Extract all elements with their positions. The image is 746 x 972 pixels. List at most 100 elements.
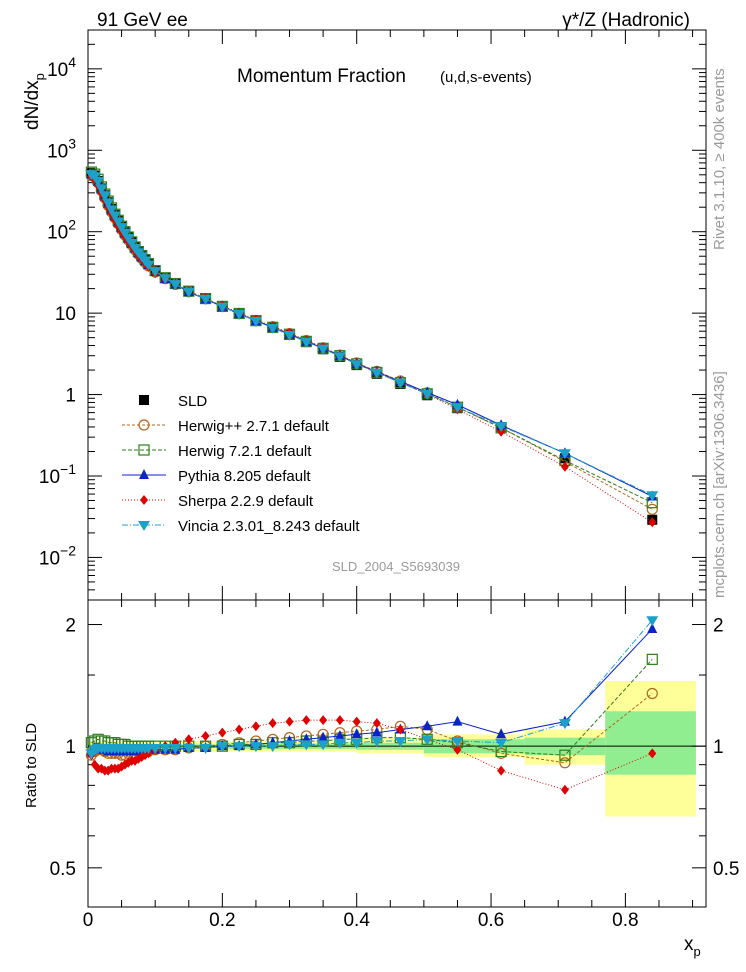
- ratio-point-vincia-2-3-01-8-243-default: [333, 738, 346, 749]
- ratio-point-vincia-2-3-01-8-243-default: [300, 740, 313, 751]
- ratio-point-sherpa-2-2-9-default: [319, 715, 328, 726]
- ratio-tick-label-right: 2: [713, 616, 724, 637]
- data-point-vincia-2-3-01-8-243-default: [102, 198, 115, 209]
- ratio-point-sherpa-2-2-9-default: [453, 744, 462, 755]
- ratio-point-sherpa-2-2-9-default: [335, 715, 344, 726]
- y-axis-label-sub: p: [32, 73, 47, 80]
- ratio-point-vincia-2-3-01-8-243-default: [317, 740, 330, 751]
- x-tick-label: 0.2: [209, 910, 235, 931]
- data-point-vincia-2-3-01-8-243-default: [558, 449, 571, 460]
- ratio-point-vincia-2-3-01-8-243-default: [646, 616, 659, 627]
- ratio-point-vincia-2-3-01-8-243-default: [199, 743, 212, 754]
- ratio-point-sherpa-2-2-9-default: [184, 734, 193, 745]
- ratio-point-vincia-2-3-01-8-243-default: [421, 735, 434, 746]
- data-point-vincia-2-3-01-8-243-default: [149, 267, 162, 278]
- ratio-point-sherpa-2-2-9-default: [201, 730, 210, 741]
- legend-marker-herwig-7-2-1-default: [138, 444, 150, 456]
- y-tick-label: 103: [47, 135, 76, 162]
- side-text-bottom: mcplots.cern.ch [arXiv:1306.3436]: [711, 371, 728, 598]
- data-point-vincia-2-3-01-8-243-default: [105, 205, 118, 216]
- ratio-point-herwig-2-7-1-default: [559, 757, 571, 769]
- ratio-point-sherpa-2-2-9-default: [235, 724, 244, 735]
- stat-uncertainty-band: [605, 711, 696, 775]
- y-tick-label: 10: [55, 304, 76, 325]
- ratio-point-vincia-2-3-01-8-243-default: [169, 743, 182, 754]
- data-point-vincia-2-3-01-8-243-default: [249, 317, 262, 328]
- data-point-vincia-2-3-01-8-243-default: [370, 368, 383, 379]
- x-tick-label: 0.8: [612, 910, 638, 931]
- data-point-vincia-2-3-01-8-243-default: [451, 403, 464, 414]
- y-tick-label: 1: [65, 386, 76, 407]
- data-point-vincia-2-3-01-8-243-default: [115, 223, 128, 234]
- x-tick-label: 0.4: [343, 910, 370, 931]
- ratio-point-vincia-2-3-01-8-243-default: [182, 743, 195, 754]
- ratio-point-sherpa-2-2-9-default: [560, 784, 569, 795]
- ratio-point-vincia-2-3-01-8-243-default: [394, 736, 407, 747]
- legend-label-sherpa-2-2-9-default: Sherpa 2.2.9 default: [178, 493, 314, 510]
- legend-label-herwig-7-2-1-default: Herwig 7.2.1 default: [178, 443, 312, 460]
- y-tick-label: 10−1: [39, 461, 76, 488]
- x-tick-label: 0: [83, 910, 94, 931]
- ratio-point-herwig-7-2-1-default: [559, 749, 571, 761]
- header-right: γ*/Z (Hadronic): [562, 10, 690, 31]
- ratio-point-vincia-2-3-01-8-243-default: [233, 742, 246, 753]
- legend-marker-sherpa-2-2-9-default: [140, 495, 148, 505]
- ratio-point-pythia-8-205-default: [318, 731, 329, 742]
- ratio-point-vincia-2-3-01-8-243-default: [495, 738, 508, 749]
- data-point-vincia-2-3-01-8-243-default: [199, 295, 212, 306]
- ratio-point-herwig-7-2-1-default: [646, 653, 658, 665]
- ratio-tick-label: 2: [65, 616, 76, 637]
- ratio-point-sherpa-2-2-9-default: [497, 765, 506, 776]
- x-tick-label: 0.6: [478, 910, 504, 931]
- ratio-point-sherpa-2-2-9-default: [251, 721, 260, 732]
- ratio-point-pythia-8-205-default: [351, 728, 362, 739]
- ratio-point-sherpa-2-2-9-default: [352, 716, 361, 727]
- ratio-point-vincia-2-3-01-8-243-default: [266, 742, 279, 753]
- ratio-point-sherpa-2-2-9-default: [372, 718, 381, 729]
- data-point-vincia-2-3-01-8-243-default: [159, 274, 172, 285]
- y-axis-label: dN/dxp: [22, 73, 47, 130]
- main-plot-frame: [87, 29, 707, 601]
- data-point-vincia-2-3-01-8-243-default: [394, 378, 407, 389]
- ratio-point-sherpa-2-2-9-default: [285, 716, 294, 727]
- ratio-point-vincia-2-3-01-8-243-default: [451, 736, 464, 747]
- data-point-vincia-2-3-01-8-243-default: [495, 422, 508, 433]
- y-axis-label-text: dN/dx: [22, 80, 43, 130]
- x-axis-label-sub: p: [694, 944, 701, 959]
- ratio-point-vincia-2-3-01-8-243-default: [149, 743, 162, 754]
- legend-label-pythia-8-205-default: Pythia 8.205 default: [178, 468, 311, 485]
- chart-title: Momentum Fraction: [237, 66, 406, 87]
- ratio-point-sherpa-2-2-9-default: [218, 727, 227, 738]
- data-point-vincia-2-3-01-8-243-default: [182, 287, 195, 298]
- data-point-vincia-2-3-01-8-243-default: [92, 176, 105, 187]
- ratio-point-vincia-2-3-01-8-243-default: [216, 742, 229, 753]
- ratio-point-vincia-2-3-01-8-243-default: [558, 719, 571, 730]
- legend-label-vincia-2-3-01-8-243-default: Vincia 2.3.01_8.243 default: [178, 518, 360, 535]
- data-point-vincia-2-3-01-8-243-default: [118, 228, 131, 239]
- legend-marker-sld: [139, 395, 149, 405]
- ratio-point-pythia-8-205-default: [452, 715, 463, 726]
- ratio-point-pythia-8-205-default: [647, 622, 658, 633]
- legend-label-herwig-2-7-1-default: Herwig++ 2.7.1 default: [178, 418, 330, 435]
- data-point-vincia-2-3-01-8-243-default: [216, 302, 229, 313]
- ratio-point-herwig-2-7-1-default: [646, 687, 658, 700]
- legend-marker-vincia-2-3-01-8-243-default: [138, 521, 150, 531]
- ratio-point-vincia-2-3-01-8-243-default: [350, 738, 363, 749]
- series-line-vincia-2-3-01-8-243-default: [91, 173, 653, 496]
- series-line-sherpa-2-2-9-default: [91, 175, 653, 523]
- ratio-point-pythia-8-205-default: [334, 729, 345, 740]
- ratio-y-axis-label: Ratio to SLD: [23, 723, 40, 808]
- ratio-tick-label: 0.5: [50, 859, 76, 880]
- svg-text:xp: xp: [684, 934, 701, 959]
- y-tick-label: 102: [47, 217, 76, 244]
- data-point-vincia-2-3-01-8-243-default: [421, 389, 434, 400]
- data-point-vincia-2-3-01-8-243-default: [266, 323, 279, 334]
- data-point-sherpa-2-2-9-default: [648, 517, 657, 528]
- data-point-herwig-2-7-1-default: [646, 503, 658, 515]
- data-point-vincia-2-3-01-8-243-default: [125, 238, 138, 249]
- series-group: [85, 166, 659, 795]
- series-line-pythia-8-205-default: [91, 174, 653, 497]
- ratio-point-pythia-8-205-default: [371, 726, 382, 737]
- ratio-tick-label-right: 1: [713, 737, 724, 758]
